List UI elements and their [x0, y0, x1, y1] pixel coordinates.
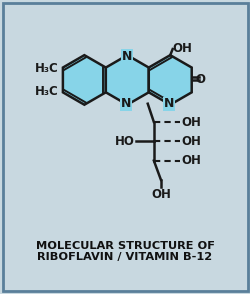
Text: OH: OH [181, 135, 201, 148]
Text: H₃C: H₃C [35, 85, 59, 98]
Text: OH: OH [181, 116, 201, 128]
Text: OH: OH [172, 41, 192, 55]
Text: HO: HO [115, 135, 134, 148]
Polygon shape [149, 55, 192, 105]
Text: OH: OH [181, 154, 201, 167]
Text: MOLECULAR STRUCTURE OF
RIBOFLAVIN / VITAMIN B-12: MOLECULAR STRUCTURE OF RIBOFLAVIN / VITA… [36, 240, 214, 262]
Text: N: N [164, 97, 174, 110]
Polygon shape [63, 55, 106, 105]
Text: N: N [121, 97, 132, 110]
Text: OH: OH [151, 188, 171, 201]
Polygon shape [106, 55, 149, 105]
Text: O: O [196, 74, 206, 86]
Text: H₃C: H₃C [35, 62, 59, 75]
Text: N: N [122, 50, 132, 63]
